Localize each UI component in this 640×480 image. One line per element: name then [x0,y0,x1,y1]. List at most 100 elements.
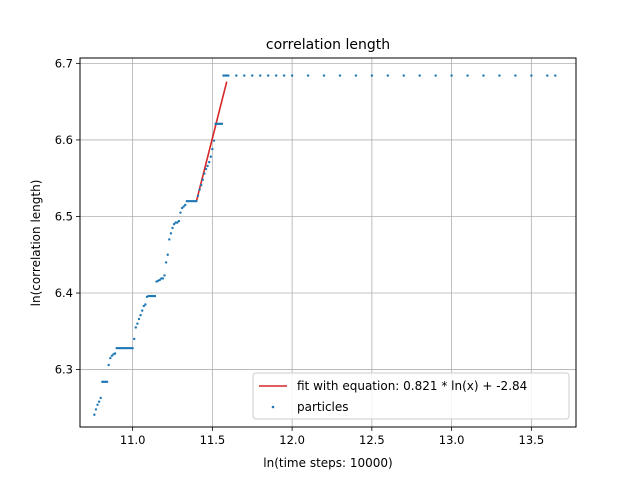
y-tick-label: 6.3 [55,363,73,377]
particle-point [180,206,184,210]
particle-point [338,74,342,77]
x-tick-label: 11.5 [200,433,226,447]
particle-point [466,74,469,77]
particle-point [153,294,157,298]
particle-point [99,396,102,400]
plot-area-frame [79,57,577,428]
particle-point [370,74,374,77]
particle-point [530,74,533,77]
particles-layer [93,74,557,416]
particle-point [158,278,161,282]
particle-point [198,188,201,191]
particle-point [134,326,138,329]
x-tick-label: 12.5 [359,433,385,447]
legend-particles-label: particles [297,400,349,414]
particle-point [482,74,485,77]
particle-point [274,74,278,77]
particle-point [171,226,174,230]
particle-point [243,74,246,77]
particle-point [140,309,144,312]
particle-point [282,74,286,77]
particle-point [94,408,98,411]
x-tick-label: 13.0 [439,433,465,447]
particle-point [131,346,134,350]
particle-point [212,139,216,142]
particle-point [168,238,171,241]
y-tick-label: 6.7 [55,56,73,70]
particle-point [177,219,181,223]
particle-point [306,74,310,77]
particle-point [386,74,390,77]
particle-point [133,337,136,341]
particle-point [207,160,211,164]
particle-point [200,183,203,187]
legend-fit-label: fit with equation: 0.821 * ln(x) + -2.84 [297,379,527,393]
particle-point [418,74,421,77]
particle-point [166,253,169,256]
particle-point [259,74,262,77]
particle-point [109,356,112,360]
particle-point [554,74,557,77]
x-tick-label: 13.5 [519,433,545,447]
y-tick-label: 6.5 [55,209,73,223]
fit-line [195,81,228,202]
particle-point [144,303,147,306]
particle-point [113,352,117,355]
y-tick-label: 6.4 [55,286,73,300]
particle-point [107,363,110,367]
gridlines [80,58,576,427]
particle-point [204,167,208,171]
y-axis: 6.3 6.4 6.5 6.6 6.7 [55,56,80,377]
particle-point [142,304,145,308]
x-axis-label: ln(time steps: 10000) [263,456,392,470]
particle-point [514,74,517,77]
particle-point [201,178,205,181]
y-axis-label: ln(correlation length) [29,180,43,307]
particle-point [546,74,549,77]
particle-point [161,277,165,280]
particle-point [498,74,501,77]
chart-title: correlation length [266,37,390,53]
particle-point [195,199,198,203]
particle-point [227,74,230,77]
particle-point [97,400,101,403]
particle-point [110,354,114,358]
particle-point [209,155,212,158]
particle-point [182,205,185,208]
particle-point [93,413,96,416]
particle-point [184,203,187,207]
particle-point [176,221,179,224]
particle-point [402,74,405,77]
particle-point [211,147,214,151]
particle-point [322,74,326,77]
particle-point [220,122,224,126]
x-tick-label: 11.0 [120,433,146,447]
particle-point [169,232,173,235]
particle-point [172,222,176,226]
particle-point [105,380,109,384]
particle-point [203,172,206,175]
particle-point [196,194,200,198]
x-axis: 11.0 11.5 12.0 12.5 13.0 13.5 [120,427,544,447]
legend: fit with equation: 0.821 * ln(x) + -2.84… [252,372,570,420]
legend-particles-swatch [271,405,275,409]
particle-point [251,74,254,77]
particle-point [139,314,142,317]
particle-point [354,74,358,77]
particle-point [434,74,437,77]
particle-point [235,74,238,77]
particle-point [266,74,270,77]
particle-point [96,403,99,406]
fit-line-layer [195,81,228,202]
particle-point [164,261,168,264]
particle-point [179,211,182,214]
legend-box [252,372,570,420]
particle-point [206,164,209,168]
x-tick-label: 12.0 [279,433,305,447]
particle-point [136,322,139,325]
particle-point [137,317,141,321]
y-tick-label: 6.6 [55,133,73,147]
particle-point [163,274,166,277]
particle-point [290,74,294,77]
